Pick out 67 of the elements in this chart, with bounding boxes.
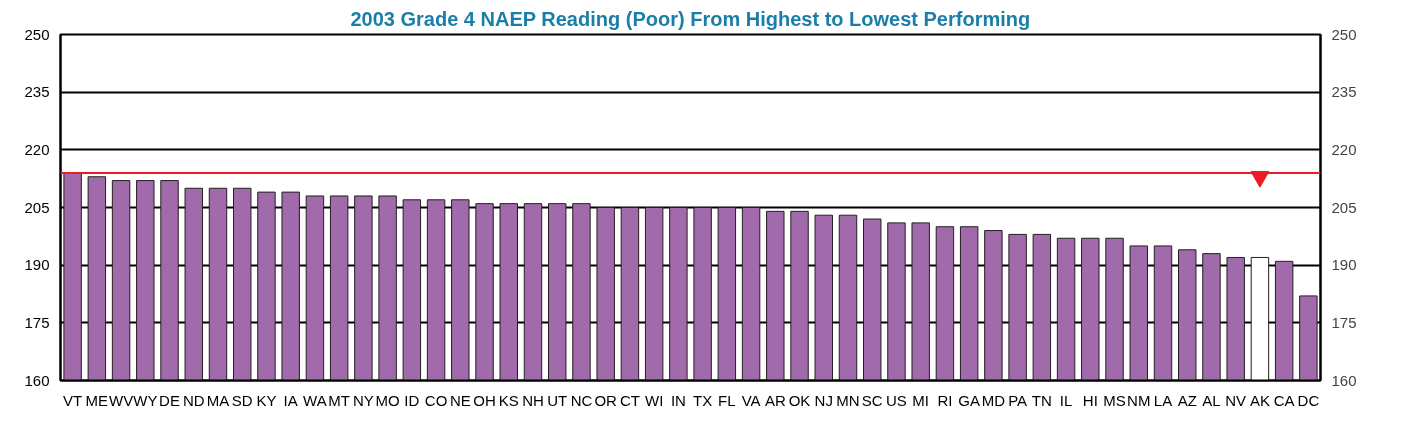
x-tick-label: MN — [836, 391, 860, 409]
x-tick-label: UT — [547, 391, 568, 409]
y2-tick-label: 175 — [1331, 313, 1357, 331]
y2-tick-label: 160 — [1331, 371, 1357, 389]
x-tick-label: TX — [693, 391, 713, 409]
x-tick-label: KY — [256, 391, 277, 409]
y2-tick-label: 205 — [1331, 198, 1357, 216]
x-tick-label: WI — [644, 391, 664, 409]
x-tick-label: VT — [63, 391, 83, 409]
x-tick-label: GA — [958, 391, 981, 409]
x-tick-label: MO — [375, 391, 400, 409]
y-tick-label: 235 — [24, 83, 50, 101]
x-tick-label: NJ — [814, 391, 833, 409]
x-tick-label: DE — [159, 391, 180, 409]
x-tick-label: NY — [352, 391, 374, 409]
x-tick-label: TN — [1031, 391, 1052, 409]
x-tick-label: MS — [1103, 391, 1126, 409]
x-tick-label: CO — [424, 391, 448, 409]
x-tick-label: AR — [764, 391, 786, 409]
y-tick-label: 205 — [24, 198, 50, 216]
x-tick-label: MA — [206, 391, 230, 409]
x-tick-label: IL — [1059, 391, 1073, 409]
x-tick-label: ID — [404, 391, 420, 409]
x-tick-label: SD — [231, 391, 253, 409]
x-tick-label: MI — [912, 391, 930, 409]
x-tick-label: CT — [619, 391, 640, 409]
x-tick-label: DC — [1297, 391, 1320, 409]
x-tick-label: MT — [328, 391, 350, 409]
x-tick-label: CA — [1273, 391, 1295, 409]
y-tick-label: 250 — [24, 25, 50, 43]
x-tick-label: VA — [741, 391, 761, 409]
y-tick-label: 190 — [24, 256, 50, 274]
y-tick-label: 160 — [24, 371, 50, 389]
x-tick-label: ND — [182, 391, 205, 409]
x-tick-label: AZ — [1177, 391, 1197, 409]
x-tick-label: PA — [1008, 391, 1028, 409]
x-tick-label: LA — [1153, 391, 1173, 409]
x-tick-label: RI — [937, 391, 953, 409]
x-tick-label: IN — [670, 391, 686, 409]
x-tick-label: NH — [522, 391, 544, 409]
y2-tick-label: 235 — [1331, 83, 1357, 101]
x-tick-label: WV — [109, 391, 134, 409]
x-tick-label: FL — [718, 391, 736, 409]
x-tick-label: WY — [133, 391, 158, 409]
x-tick-label: OH — [473, 391, 496, 409]
x-tick-label: NM — [1127, 391, 1151, 409]
x-tick-label: IA — [283, 391, 298, 409]
x-tick-label: NV — [1225, 391, 1247, 409]
x-tick-label: ME — [85, 391, 109, 409]
x-tick-label: AL — [1202, 391, 1221, 409]
x-tick-label: NC — [570, 391, 593, 409]
y-tick-label: 220 — [24, 140, 50, 158]
y2-tick-label: 250 — [1331, 25, 1357, 43]
x-tick-label: MD — [981, 391, 1006, 409]
chart-title: 2003 Grade 4 NAEP Reading (Poor) From Highest to Lowest Performing — [350, 7, 1031, 30]
y2-tick-label: 220 — [1331, 140, 1357, 158]
x-tick-label: OK — [788, 391, 811, 409]
y-tick-label: 175 — [24, 313, 50, 331]
x-tick-label: OR — [594, 391, 618, 409]
x-tick-label: KS — [498, 391, 519, 409]
x-tick-label: US — [886, 391, 907, 409]
x-tick-label: SC — [861, 391, 883, 409]
y2-tick-label: 190 — [1331, 256, 1357, 274]
x-tick-label: WA — [303, 391, 327, 409]
x-tick-label: AK — [1249, 391, 1270, 409]
x-tick-label: NE — [449, 391, 471, 409]
x-tick-label: HI — [1082, 391, 1098, 409]
